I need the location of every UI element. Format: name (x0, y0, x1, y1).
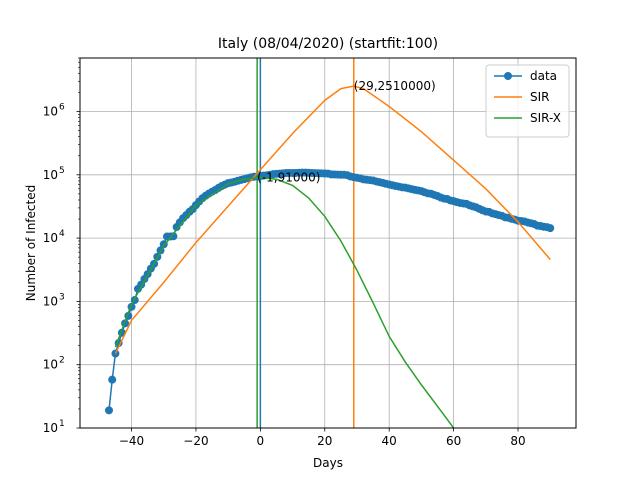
data-point (108, 375, 117, 384)
y-tick-label: 10 (43, 421, 58, 435)
x-tick-label: 20 (317, 434, 332, 448)
annotations: (29,2510000) (-1,91000) (257, 79, 436, 184)
plot-frame (79, 57, 577, 429)
x-tick-label: −40 (119, 434, 144, 448)
x-tick-label: 0 (257, 434, 265, 448)
x-axis-label: Days (313, 456, 343, 470)
legend-marker (504, 72, 512, 80)
peak-annotation: (-1,91000) (257, 170, 320, 184)
y-tick-label: 10 (43, 168, 58, 182)
legend-label: SIR (530, 90, 550, 104)
y-tick-exponent: 5 (59, 166, 65, 176)
data-point (169, 232, 178, 241)
x-tick-label: −20 (183, 434, 208, 448)
y-tick-exponent: 3 (59, 292, 65, 302)
x-tick-label: 40 (382, 434, 397, 448)
y-tick-label: 10 (43, 358, 58, 372)
chart-title: Italy (08/04/2020) (startfit:100) (218, 36, 438, 52)
legend-label: SIR-X (530, 111, 561, 125)
y-tick-label: 10 (43, 104, 58, 118)
peak-annotation: (29,2510000) (354, 79, 436, 93)
y-tick-exponent: 1 (59, 419, 65, 429)
y-tick-exponent: 4 (59, 229, 65, 239)
legend-label: data (530, 69, 557, 83)
y-axis-label: Number of Infected (24, 185, 38, 301)
series-line-sir-x (114, 176, 455, 428)
legend: data SIR SIR-X (485, 64, 570, 138)
y-tick-label: 10 (43, 231, 58, 245)
x-axis: −40 −20 0 20 40 60 80 (119, 428, 526, 448)
data-point (546, 224, 555, 233)
series-line-sir (114, 85, 551, 354)
y-tick-label: 10 (43, 294, 58, 308)
x-tick-label: 80 (510, 434, 525, 448)
y-tick-exponent: 6 (59, 102, 65, 112)
x-tick-label: 60 (446, 434, 461, 448)
data-point (104, 406, 113, 415)
legend-box (485, 64, 570, 138)
plot-area (104, 58, 555, 428)
y-tick-exponent: 2 (59, 356, 65, 366)
